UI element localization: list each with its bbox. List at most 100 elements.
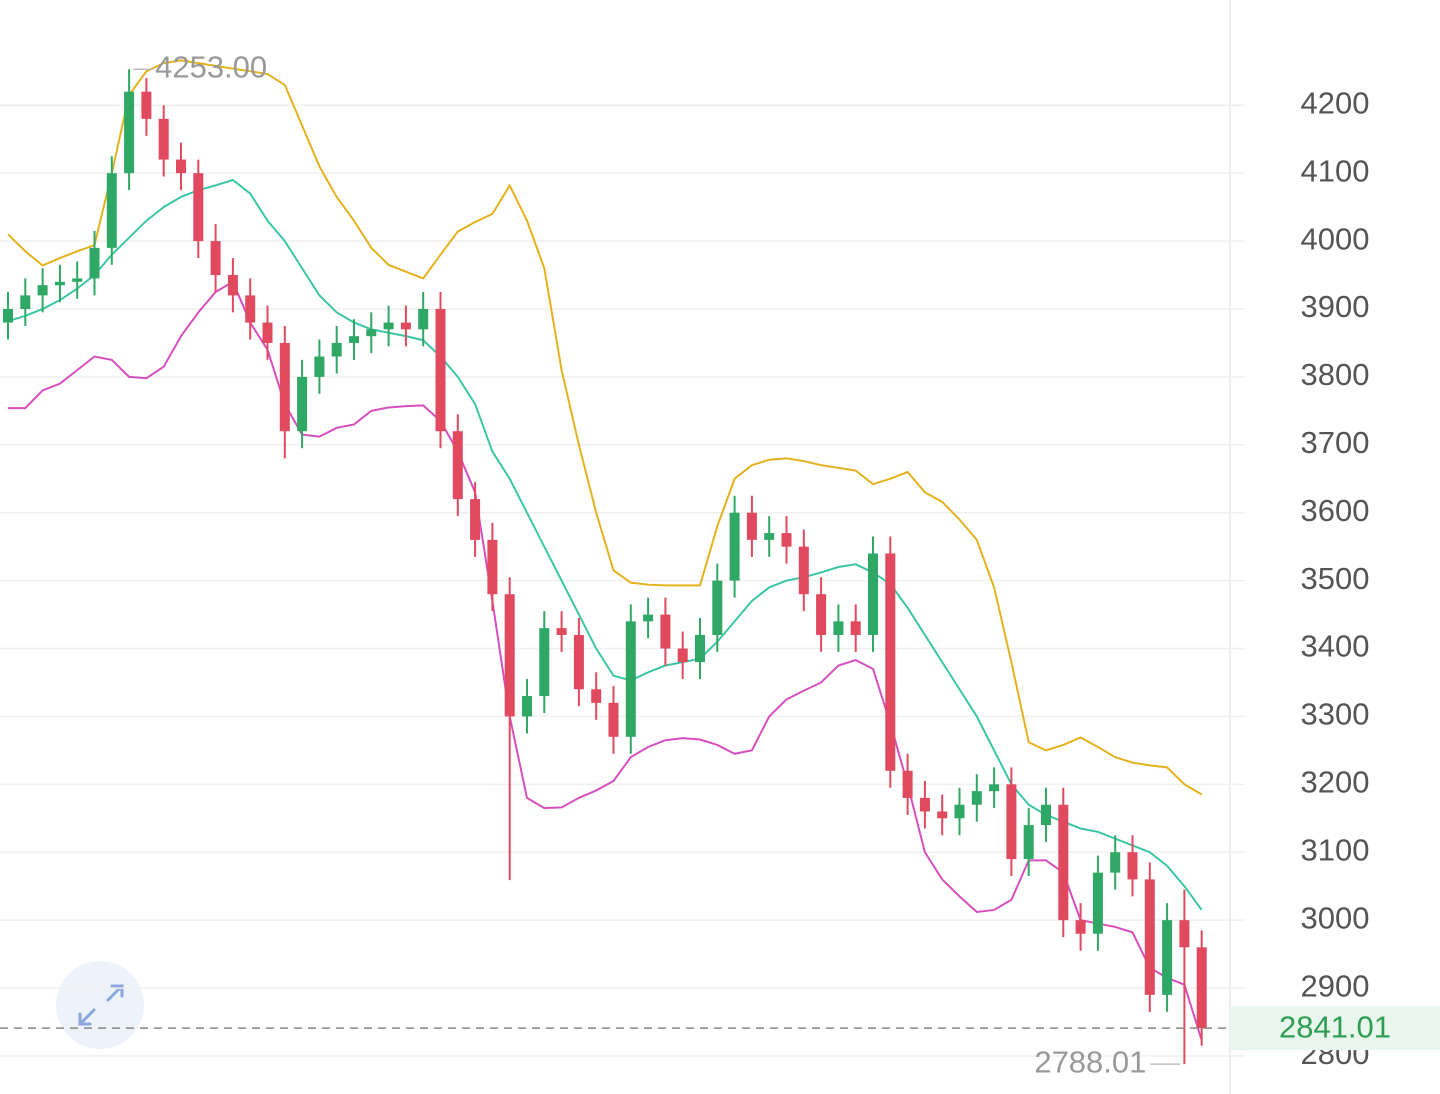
candle-body — [314, 356, 325, 377]
candle — [729, 495, 740, 598]
candle — [1075, 903, 1086, 951]
candle — [366, 312, 377, 354]
candle — [297, 359, 308, 449]
band-line — [7, 178, 1203, 911]
candle-body — [695, 634, 705, 663]
candle — [124, 69, 135, 191]
expand-icon — [78, 984, 124, 1026]
candle-body — [141, 91, 152, 119]
y-tick-label: 2900 — [1301, 968, 1370, 1003]
y-tick-label: 3900 — [1301, 289, 1370, 324]
candle-body — [1144, 879, 1155, 995]
candle — [504, 577, 515, 881]
candle — [1023, 808, 1034, 877]
candle-body — [72, 278, 83, 282]
candle-body — [176, 159, 186, 174]
candle-body — [366, 329, 377, 337]
candle-body — [106, 173, 117, 248]
candle-body — [435, 308, 446, 432]
candle — [54, 264, 65, 303]
candle — [919, 780, 930, 829]
candle-body — [816, 594, 827, 635]
y-tick-label: 3100 — [1301, 832, 1370, 867]
candle — [833, 604, 844, 652]
candle-body — [868, 553, 878, 635]
candle — [37, 268, 48, 313]
candle — [798, 529, 809, 612]
candle-body — [712, 580, 723, 635]
candle — [418, 292, 429, 347]
candle-body — [331, 342, 342, 357]
y-tick-label: 3200 — [1301, 765, 1370, 800]
candle — [1162, 903, 1173, 1012]
candle — [262, 305, 273, 360]
band-line — [7, 59, 1203, 796]
candle — [193, 159, 204, 259]
candle-body — [193, 173, 204, 242]
candle — [487, 522, 498, 612]
candle-body — [833, 621, 844, 635]
candle — [72, 261, 83, 299]
candle — [435, 292, 446, 449]
candle — [1196, 930, 1207, 1046]
candle — [573, 617, 584, 707]
expand-circle — [56, 961, 144, 1049]
expand-button[interactable] — [56, 961, 144, 1049]
max-label: 4253.00 — [155, 49, 267, 84]
candle-body — [210, 241, 221, 276]
candle — [1127, 835, 1138, 897]
candle-body — [37, 285, 48, 296]
candle-body — [971, 791, 982, 805]
candle — [331, 325, 342, 374]
candle-body — [919, 797, 930, 812]
candle — [746, 495, 757, 557]
candle-body — [1006, 784, 1017, 860]
candle — [850, 604, 861, 652]
band-line — [8, 280, 1203, 1041]
candle-body — [383, 322, 394, 330]
candle — [452, 414, 463, 517]
candle-body — [1179, 920, 1190, 948]
candle-body — [885, 553, 896, 771]
candle — [227, 258, 238, 313]
y-tick-label: 3400 — [1301, 629, 1370, 664]
y-tick-label: 3300 — [1301, 697, 1370, 732]
candle-body — [1196, 947, 1207, 1029]
candle — [954, 787, 965, 836]
candle-body — [798, 546, 809, 595]
candle-body — [1058, 804, 1069, 921]
candle — [1006, 767, 1017, 877]
candle-body — [1092, 872, 1103, 934]
candle — [781, 516, 792, 564]
candle-body — [1127, 852, 1138, 880]
candle — [1092, 855, 1103, 951]
candle — [1041, 787, 1051, 843]
candle — [764, 516, 775, 557]
candle-body — [1075, 920, 1086, 934]
candle-body — [902, 770, 913, 798]
candle-body — [487, 539, 498, 595]
y-tick-label: 3000 — [1301, 900, 1370, 935]
candle-body — [349, 336, 359, 343]
candle — [279, 325, 290, 459]
candle-body — [625, 621, 636, 737]
y-tick-label: 4200 — [1301, 85, 1370, 120]
candle-body — [729, 512, 740, 581]
candle-body — [1041, 804, 1051, 826]
candle — [245, 278, 256, 340]
candle — [902, 753, 913, 815]
candle — [176, 142, 186, 191]
candle — [816, 577, 827, 652]
candle — [868, 536, 878, 652]
candle — [643, 597, 654, 639]
candle — [383, 305, 394, 347]
candle-body — [989, 784, 1000, 792]
candle-body — [539, 628, 550, 697]
candle-body — [418, 308, 429, 330]
candle — [158, 105, 169, 177]
candle — [989, 767, 1000, 809]
y-tick-label: 3600 — [1301, 493, 1370, 528]
candle-body — [504, 594, 515, 717]
candle-body — [746, 512, 757, 540]
